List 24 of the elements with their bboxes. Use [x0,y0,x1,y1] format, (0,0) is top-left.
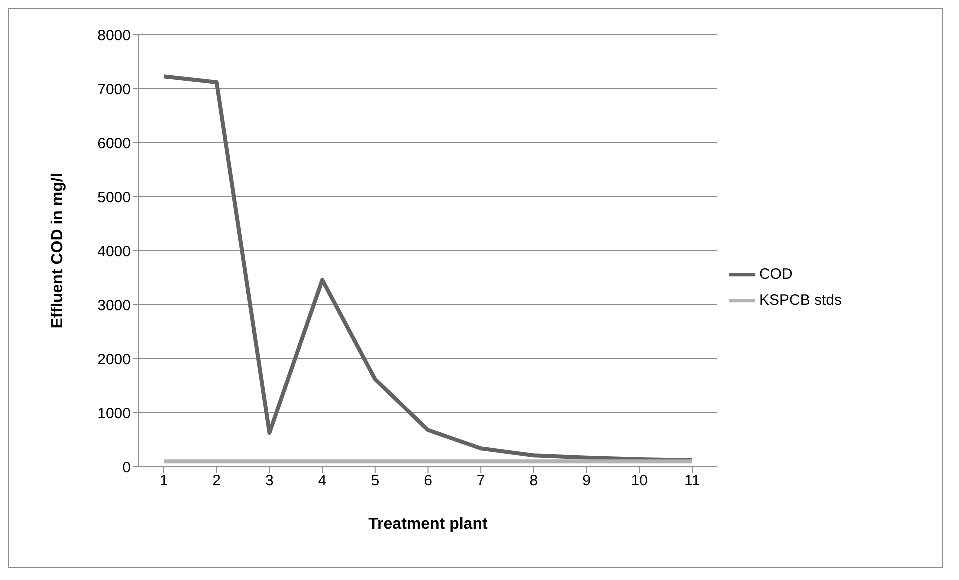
x-tick-label: 4 [318,472,327,490]
x-tick-label: 1 [160,472,168,490]
y-tick-label: 4000 [98,243,131,260]
x-tick-label: 9 [582,472,591,490]
x-tick-label: 2 [212,472,222,490]
y-tick-label: 8000 [98,27,131,44]
legend-label: COD [759,266,793,283]
y-tick-label: 5000 [98,189,131,206]
x-tick-label: 5 [371,472,380,490]
y-tick-label: 3000 [98,297,131,314]
x-tick-label: 11 [684,472,700,490]
legend-label: KSPCB stds [759,292,842,309]
y-tick-label: 7000 [98,81,131,98]
y-tick-label: 0 [122,459,131,476]
y-tick-label: 1000 [98,405,131,422]
x-tick-label: 6 [424,472,432,490]
x-tick-label: 3 [266,472,274,490]
x-axis-title: Treatment plant [368,516,488,533]
x-tick-label: 8 [530,472,538,490]
y-tick-label: 2000 [98,351,131,368]
y-axis-title: Effluent COD in mg/l [50,173,67,329]
y-tick-label: 6000 [98,135,131,152]
x-tick-label: 7 [476,472,486,490]
x-tick-label: 10 [631,472,648,490]
